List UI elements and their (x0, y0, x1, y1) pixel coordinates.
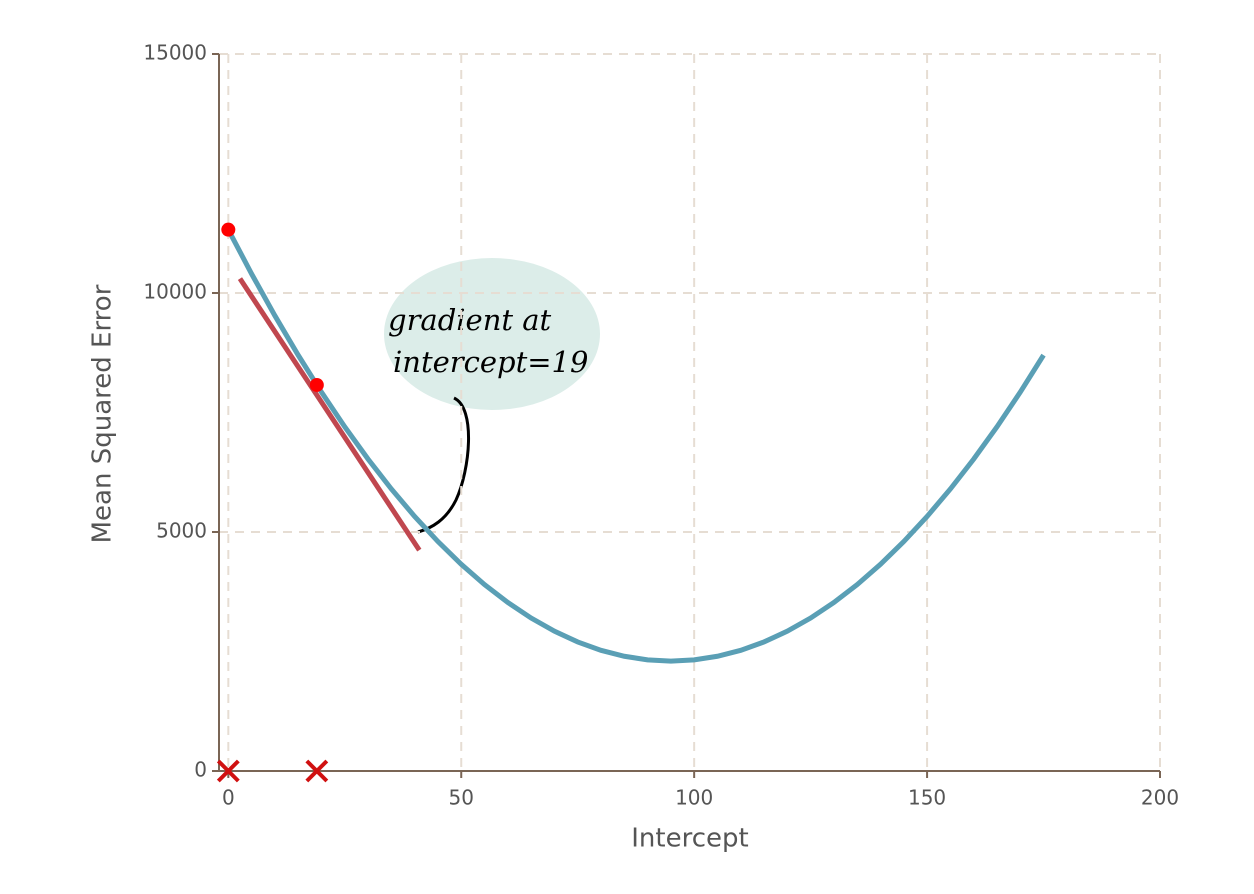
annotation-text: gradient at (388, 303, 552, 337)
annotation-bubble (384, 258, 600, 410)
x-tick-label: 200 (1141, 786, 1179, 810)
x-marker (305, 759, 329, 783)
annotation-arrow (417, 396, 471, 534)
x-tick-label: 100 (675, 786, 713, 810)
y-tick-label: 10000 (143, 280, 207, 304)
x-tick-label: 0 (222, 786, 235, 810)
annotation-text: intercept=19 (393, 345, 588, 379)
x-tick-label: 150 (908, 786, 946, 810)
point (309, 377, 324, 392)
curve (226, 228, 1046, 664)
x-marker (216, 759, 240, 783)
y-tick-label: 5000 (156, 519, 207, 543)
point (221, 222, 236, 237)
tangent-line (237, 277, 422, 552)
x-tick-label: 50 (449, 786, 474, 810)
y-axis-title: Mean Squared Error (88, 284, 118, 543)
y-tick-label: 0 (194, 758, 207, 782)
y-tick-label: 15000 (143, 41, 207, 65)
x-axis-title: Intercept (631, 824, 748, 854)
